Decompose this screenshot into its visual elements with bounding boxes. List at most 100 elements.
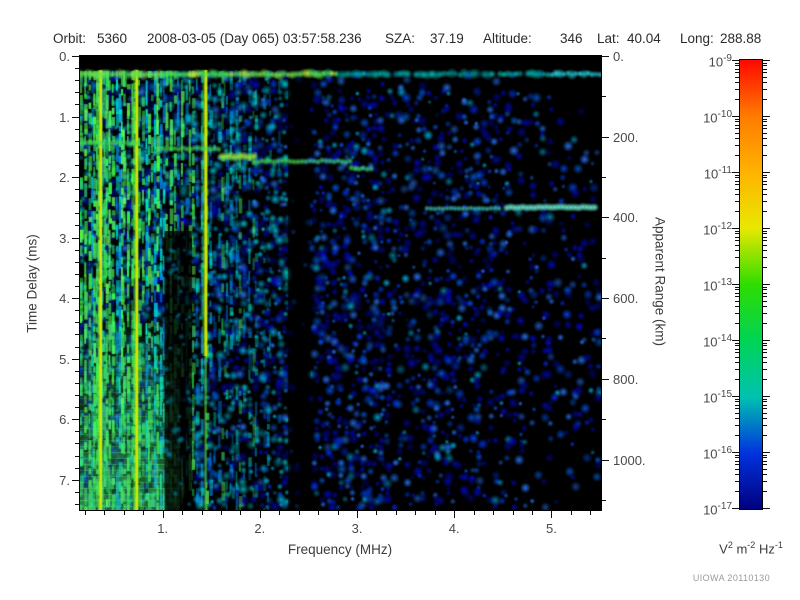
axis-tick [735, 72, 739, 74]
right-tick-label: 400. [613, 210, 639, 226]
axis-tick [735, 62, 739, 64]
y-tick-label: 4. [59, 291, 70, 307]
axis-tick [602, 96, 606, 98]
axis-tick [735, 474, 739, 476]
colorbar-tick-label: 10-11 [703, 165, 732, 182]
axis-tick [72, 237, 79, 239]
axis-tick [763, 412, 767, 414]
axis-tick [735, 306, 739, 308]
axis-tick [735, 99, 739, 101]
axis-tick [415, 511, 417, 515]
axis-tick [763, 508, 770, 509]
axis-tick [75, 273, 79, 275]
axis-tick [75, 128, 79, 130]
axis-tick [735, 233, 739, 235]
axis-tick [75, 92, 79, 94]
axis-tick [493, 511, 495, 515]
axis-tick [763, 121, 767, 123]
axis-tick [454, 511, 456, 518]
axis-tick [763, 116, 770, 117]
orbit-label: Orbit: [53, 31, 87, 46]
right-tick-label: 1000. [613, 452, 646, 468]
axis-tick [763, 408, 767, 410]
axis-tick [72, 358, 79, 360]
axis-tick [763, 352, 767, 354]
axis-tick [735, 155, 739, 157]
axis-tick [763, 124, 767, 126]
axis-tick [763, 155, 767, 157]
axis-tick [75, 68, 79, 70]
axis-tick [763, 240, 767, 242]
axis-tick [732, 452, 739, 453]
right-tick-label: 600. [613, 291, 639, 307]
axis-tick [763, 323, 767, 325]
axis-tick [763, 230, 767, 232]
axis-tick [735, 267, 739, 269]
axis-tick [732, 508, 739, 509]
axis-tick [75, 467, 79, 469]
axis-tick [259, 511, 261, 518]
axis-tick [75, 455, 79, 457]
axis-tick [735, 481, 739, 483]
axis-tick [763, 233, 767, 235]
axis-tick [763, 401, 767, 403]
colorbar-tick-label: 10-15 [703, 389, 732, 406]
axis-tick [763, 228, 770, 229]
axis-tick [763, 236, 767, 238]
axis-tick [162, 511, 164, 518]
axis-tick [763, 398, 767, 400]
axis-tick [75, 322, 79, 324]
axis-tick [602, 499, 606, 501]
axis-tick [763, 250, 767, 252]
axis-tick [763, 418, 767, 420]
axis-tick [735, 118, 739, 120]
colorbar-tick-label: 10-14 [703, 333, 732, 350]
axis-tick [279, 511, 281, 515]
axis-tick [735, 408, 739, 410]
axis-tick [763, 464, 767, 466]
x-tick-label: 1. [157, 521, 169, 536]
axis-tick [602, 136, 609, 138]
axis-tick [735, 491, 739, 493]
axis-tick [763, 211, 767, 213]
y-tick-label: 6. [59, 412, 70, 428]
axis-tick [735, 180, 739, 182]
axis-tick [75, 346, 79, 348]
axis-tick [735, 468, 739, 470]
axis-tick [735, 145, 739, 147]
axis-tick [763, 257, 767, 259]
axis-tick [763, 342, 767, 344]
axis-tick [473, 511, 475, 515]
axis-tick [735, 236, 739, 238]
axis-tick [602, 338, 606, 340]
axis-tick [763, 491, 767, 493]
axis-tick [551, 511, 553, 518]
axis-tick [337, 511, 339, 515]
axis-tick [763, 145, 767, 147]
axis-tick [735, 250, 739, 252]
axis-tick [735, 352, 739, 354]
axis-tick [763, 68, 767, 70]
long-label: Long: [680, 31, 714, 46]
axis-tick [602, 419, 606, 421]
altitude-label: Altitude: [483, 31, 532, 46]
colorbar-tick-label: 10-9 [708, 53, 732, 70]
axis-tick [763, 348, 767, 350]
axis-tick [570, 511, 572, 515]
colorbar-tick-label: 10-16 [703, 445, 732, 462]
y-tick-label: 0. [59, 49, 70, 64]
axis-tick [735, 296, 739, 298]
spectrogram-plot [79, 55, 602, 511]
axis-tick [735, 300, 739, 302]
axis-tick [763, 296, 767, 298]
x-tick-label: 4. [448, 521, 460, 536]
axis-tick [732, 116, 739, 117]
colorbar-tick-label: 10-10 [703, 109, 732, 126]
axis-tick [602, 378, 609, 380]
axis-tick [732, 60, 739, 61]
axis-tick [75, 249, 79, 251]
y-tick-label: 5. [59, 351, 70, 367]
axis-tick [590, 511, 592, 515]
axis-tick [75, 104, 79, 106]
